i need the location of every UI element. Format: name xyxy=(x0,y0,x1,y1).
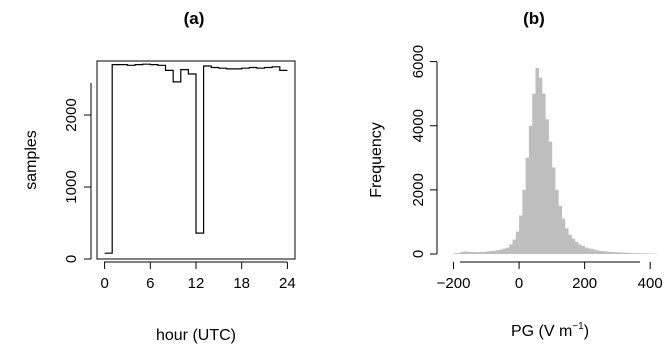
histogram-bar xyxy=(532,93,536,255)
histogram-bar xyxy=(594,250,599,254)
histogram-bar xyxy=(545,119,549,254)
panel-a-x-tick-label: 24 xyxy=(279,275,296,292)
panel-a-title: (a) xyxy=(184,9,205,28)
panel-a-y-tick-label: 2000 xyxy=(63,98,80,131)
histogram-bar xyxy=(623,252,628,254)
histogram-bar xyxy=(502,248,507,254)
histogram-bar xyxy=(522,189,526,254)
histogram-bar xyxy=(643,253,648,254)
histogram-bar xyxy=(535,68,540,254)
histogram-bar xyxy=(505,247,510,254)
histogram-bar xyxy=(620,252,625,254)
histogram-bar xyxy=(525,157,530,254)
histogram-bar xyxy=(496,250,500,254)
panel-b-y-tick-label: 2000 xyxy=(410,173,427,206)
panel-b: (b) −200 0 200 400 0 2000 4000 6000 PG (V m−1)… xyxy=(368,9,663,340)
panel-a-x-label: hour (UTC) xyxy=(156,327,236,344)
panel-a-x-tick-label: 18 xyxy=(233,275,250,292)
panel-b-x-ticks: −200 0 200 400 xyxy=(437,262,663,292)
histogram-bar xyxy=(617,252,621,254)
histogram-bar xyxy=(581,245,585,254)
histogram-bar xyxy=(479,252,484,254)
histogram-bar xyxy=(473,252,477,254)
panel-b-x-label: PG (V m−1) xyxy=(511,321,589,340)
histogram-bar xyxy=(574,241,579,254)
histogram-bar xyxy=(587,248,592,254)
panel-b-x-tick-label: 200 xyxy=(572,275,597,292)
histogram-bar xyxy=(519,215,523,254)
histogram-bar xyxy=(564,228,569,254)
panel-b-y-tick-label: 4000 xyxy=(410,109,427,142)
panel-b-x-tick-label: 400 xyxy=(638,275,663,292)
panel-b-x-label-end: ) xyxy=(584,323,589,340)
histogram-bar xyxy=(571,238,576,254)
histogram-bar xyxy=(610,252,615,254)
panel-a-x-ticks: 0 6 12 18 24 xyxy=(100,262,296,292)
histogram-bar xyxy=(578,244,582,254)
histogram-bar xyxy=(486,251,490,254)
panel-a-y-tick-label: 0 xyxy=(63,255,80,263)
histogram-bar xyxy=(640,253,644,254)
histogram-bar xyxy=(646,253,651,254)
panel-a-x-tick-label: 6 xyxy=(146,275,154,292)
histogram-bar xyxy=(637,253,641,254)
histogram-bar xyxy=(597,250,602,254)
panel-a-x-tick-label: 12 xyxy=(188,275,205,292)
panel-b-x-tick-label: −200 xyxy=(437,275,471,292)
histogram-bar xyxy=(584,247,589,254)
histogram-bar xyxy=(551,167,556,254)
histogram-bar xyxy=(614,252,618,254)
histogram-bar xyxy=(489,251,494,254)
panel-a-y-ticks: 0 1000 2000 xyxy=(63,98,91,263)
histogram-bar xyxy=(483,251,487,254)
histogram-bar xyxy=(453,253,458,254)
panel-a-y-label: samples xyxy=(23,130,40,190)
panel-b-y-tick-label: 6000 xyxy=(410,45,427,78)
panel-a-x-tick-label: 0 xyxy=(100,275,108,292)
histogram-bar xyxy=(512,239,517,254)
panel-b-title: (b) xyxy=(523,9,545,28)
histogram-bar xyxy=(607,251,612,254)
histogram-bar xyxy=(561,218,566,254)
histogram-bar xyxy=(456,253,461,254)
panel-a-plot-box xyxy=(96,60,296,260)
panel-a: (a) 0 6 12 18 24 0 1000 2000 hour (UTC) sample… xyxy=(23,9,296,344)
histogram-bar xyxy=(555,189,559,254)
histogram-bar xyxy=(492,250,497,254)
panel-b-bars xyxy=(453,68,658,255)
panel-a-step-line xyxy=(104,63,288,254)
panel-b-y-tick-label: 0 xyxy=(410,250,427,258)
histogram-bar xyxy=(568,234,572,254)
panel-b-x-label-main: PG (V m xyxy=(511,323,572,340)
histogram-bar xyxy=(476,252,481,254)
histogram-bar xyxy=(528,125,533,254)
panel-b-x-label-sup: −1 xyxy=(572,321,584,332)
histogram-bar xyxy=(630,253,635,254)
histogram-bar xyxy=(460,252,464,254)
histogram-bar xyxy=(633,253,638,254)
histogram-bar xyxy=(548,141,553,254)
histogram-bar xyxy=(558,205,562,254)
histogram-bar xyxy=(515,231,520,254)
histogram-bar xyxy=(509,244,513,254)
histogram-bar xyxy=(601,251,605,254)
panel-b-x-tick-label: 0 xyxy=(515,275,523,292)
histogram-bar xyxy=(463,251,467,254)
histogram-bar xyxy=(466,251,471,254)
histogram-bar xyxy=(627,252,631,254)
panel-a-y-tick-label: 1000 xyxy=(63,170,80,203)
panel-b-y-ticks: 0 2000 4000 6000 xyxy=(410,45,437,258)
histogram-bar xyxy=(538,77,543,255)
panel-b-y-label: Frequency xyxy=(368,122,385,198)
histogram-bar xyxy=(542,93,546,255)
histogram-bar xyxy=(499,249,504,254)
histogram-bar xyxy=(591,249,595,254)
histogram-bar xyxy=(469,251,474,254)
histogram-bar xyxy=(604,251,608,254)
